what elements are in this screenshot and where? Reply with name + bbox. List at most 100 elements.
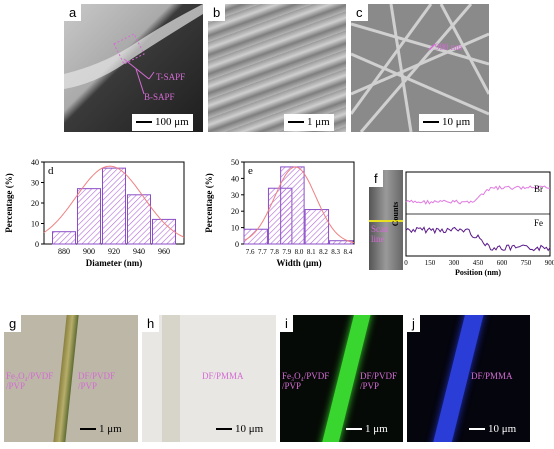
scale-text: 10 μm xyxy=(488,423,517,435)
x-tick-label: 8.2 xyxy=(319,248,328,256)
right-fiber-label: DF/PVDF /PVP xyxy=(78,371,116,391)
panel-label-j: j xyxy=(407,315,420,332)
panel-label-i: i xyxy=(280,315,293,332)
right-fiber-label: DF/PVDF /PVP xyxy=(360,371,398,391)
t-sapf-label: T-SAPF xyxy=(156,72,186,82)
panel-label-c: c xyxy=(351,4,368,21)
y-tick-label: 30 xyxy=(231,191,239,200)
panel-label-d: d xyxy=(48,165,54,177)
scale-bar-h: 10 μm xyxy=(212,421,267,438)
fe-label: Fe xyxy=(534,218,543,228)
panel-g: g Fe₃O₄/PVDF /PVP DF/PVDF /PVP 1 μm xyxy=(4,315,138,442)
panel-label-a: a xyxy=(64,4,82,21)
bar xyxy=(102,167,126,245)
panel-label-f: f xyxy=(369,170,383,187)
left-fiber-label: Fe₃O₄/PVDF /PVP xyxy=(282,371,330,391)
bar xyxy=(304,209,330,245)
scale-bar-a: 100 μm xyxy=(132,114,193,131)
x-tick-label: 900 xyxy=(83,247,95,256)
y-tick-label: 0 xyxy=(35,240,39,249)
right-fiber-label: DF/PMMA xyxy=(202,371,244,381)
x-tick-label: 8.0 xyxy=(295,248,304,256)
panel-h: h DF/PMMA 10 μm xyxy=(142,315,276,442)
y-tick-label: 20 xyxy=(31,199,39,208)
fe-signal-line xyxy=(405,226,551,252)
panel-j: j DF/PMMA 10 μm xyxy=(407,315,530,442)
scale-bar-j: 10 μm xyxy=(465,421,520,438)
x-tick-label: 920 xyxy=(108,247,120,256)
y-tick-label: 10 xyxy=(31,220,39,229)
scale-line xyxy=(423,121,439,124)
scale-line xyxy=(346,428,362,431)
scale-text: 100 μm xyxy=(155,116,189,128)
panel-b: b 1 μm xyxy=(208,4,346,132)
right-fiber-label: DF/PMMA xyxy=(471,371,513,381)
y-tick-label: 0 xyxy=(235,240,239,249)
y-tick-label: 40 xyxy=(231,174,239,183)
eds-line-scan: Br Fe Counts 0 150 300 450 600 750 900 Position (n… xyxy=(391,171,554,277)
y-tick-label: 40 xyxy=(31,158,39,167)
scale-line xyxy=(216,428,232,431)
panel-c: c 990 nm 10 μm xyxy=(351,4,489,132)
x-tick-label: 8.4 xyxy=(344,248,353,256)
panel-label-h: h xyxy=(142,315,160,332)
x-tick-label: 8.1 xyxy=(307,248,316,256)
panel-a: a T-SAPF B-SAPF 100 μm xyxy=(64,4,203,132)
x-axis-label: Position (nm) xyxy=(455,268,501,277)
x-tick-label: 7.9 xyxy=(282,248,291,256)
histogram-e: e 7.6 7.7 7.8 7.9 8.0 8.1 8.2 8.3 8.4 0 10 20 30 40 50 W… xyxy=(204,158,355,268)
x-tick-label: 750 xyxy=(521,259,532,267)
scale-line xyxy=(469,428,485,431)
y-tick-label: 30 xyxy=(31,179,39,188)
x-tick-label: 0 xyxy=(404,259,408,267)
y-tick-label: 20 xyxy=(231,207,239,216)
br-signal-line xyxy=(405,185,551,205)
fiber-diameter-label: 990 nm xyxy=(435,42,463,52)
panel-f-image: f Scan line xyxy=(369,170,403,270)
scale-line xyxy=(80,428,96,431)
x-tick-label: 960 xyxy=(158,247,170,256)
fiber-image xyxy=(53,315,79,442)
bar xyxy=(152,218,176,245)
panel-label-b: b xyxy=(208,4,226,21)
fiber-image xyxy=(162,315,180,442)
x-tick-label: 8.3 xyxy=(331,248,340,256)
x-tick-label: 150 xyxy=(425,259,436,267)
bar xyxy=(77,188,101,245)
scale-bar-b: 1 μm xyxy=(284,114,334,131)
scale-text: 1 μm xyxy=(365,423,388,435)
x-tick-label: 7.6 xyxy=(246,248,255,256)
x-tick-label: 600 xyxy=(497,259,508,267)
scan-line-marker xyxy=(369,220,403,222)
gaussian-fit-curve xyxy=(43,165,185,238)
panel-i: i Fe₃O₄/PVDF /PVP DF/PVDF /PVP 1 μm xyxy=(280,315,403,442)
scale-text: 1 μm xyxy=(307,116,330,128)
x-tick-label: 450 xyxy=(473,259,484,267)
scale-line xyxy=(136,121,152,124)
panel-label-e: e xyxy=(248,165,253,177)
scale-bar-g: 1 μm xyxy=(76,421,126,438)
x-tick-label: 940 xyxy=(133,247,145,256)
histogram-d: d 880 900 920 940 960 0 10 20 30 40 Diameter (nm) Pe… xyxy=(4,158,185,268)
x-tick-label: 7.8 xyxy=(270,248,279,256)
x-axis-label: Diameter (nm) xyxy=(86,258,143,268)
bar xyxy=(280,166,305,245)
scan-line-label: Scan line xyxy=(371,224,389,244)
y-tick-label: 10 xyxy=(231,224,239,233)
bar xyxy=(127,194,151,245)
bar xyxy=(52,231,76,245)
y-axis-label: Percentage (%) xyxy=(204,173,214,233)
scale-text: 1 μm xyxy=(99,423,122,435)
b-sapf-label: B-SAPF xyxy=(144,92,175,102)
bar xyxy=(243,228,268,245)
x-tick-label: 300 xyxy=(449,259,460,267)
x-axis-label: Width (μm) xyxy=(276,258,321,268)
panel-label-g: g xyxy=(4,315,22,332)
x-tick-label: 900 xyxy=(545,259,554,267)
y-tick-label: 50 xyxy=(231,158,239,167)
gaussian-fit-curve xyxy=(243,166,355,244)
x-tick-label: 7.7 xyxy=(258,248,267,256)
y-axis-label: Percentage (%) xyxy=(4,173,14,233)
scale-text: 10 μm xyxy=(235,423,264,435)
nanofiber-network xyxy=(351,4,489,132)
